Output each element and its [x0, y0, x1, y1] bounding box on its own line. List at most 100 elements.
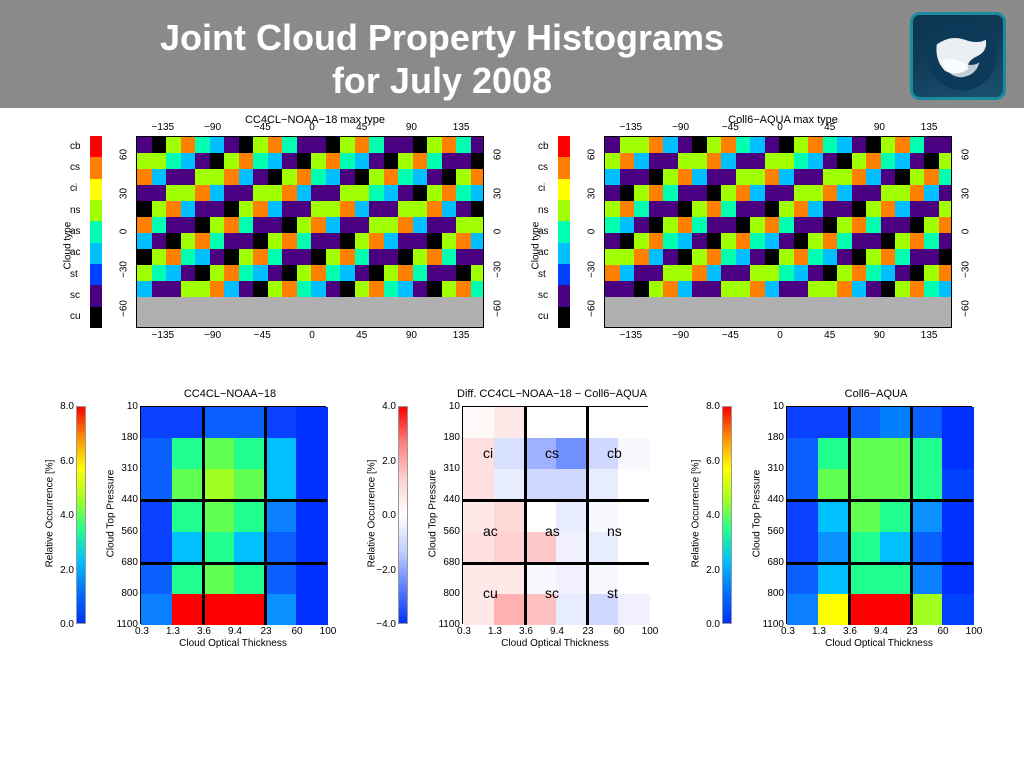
map-cell [866, 249, 881, 266]
map-cell [605, 233, 620, 250]
map-cell [268, 169, 283, 186]
map-cell [224, 153, 239, 170]
map-cell [881, 265, 896, 282]
hist-cell [618, 438, 650, 470]
grid-line [264, 407, 267, 625]
map-cell [939, 313, 953, 328]
lon-tick: 90 [397, 122, 425, 133]
colorbar-swatch [558, 136, 570, 157]
map-cell [678, 281, 693, 298]
hist-cell [849, 563, 881, 595]
map-cell [707, 281, 722, 298]
map-cell [268, 137, 283, 154]
map-cell [384, 153, 399, 170]
map-cell [779, 137, 794, 154]
map-cell [239, 249, 254, 266]
hist-cell [203, 407, 235, 439]
map-cell [678, 233, 693, 250]
lon-tick: 90 [865, 122, 893, 133]
hist-cell [141, 532, 173, 564]
map-cell [663, 153, 678, 170]
cell-label: cs [545, 445, 559, 461]
map-cell [663, 169, 678, 186]
map-cell [195, 233, 210, 250]
hist-cell [172, 438, 204, 470]
map-cell [413, 217, 428, 234]
map-cell [750, 265, 765, 282]
map-cell [340, 217, 355, 234]
map-cell [152, 297, 167, 314]
map-cell [736, 153, 751, 170]
lon-tick: −135 [617, 122, 645, 133]
hist-cell [172, 594, 204, 626]
map-cell [765, 217, 780, 234]
map-cell [210, 169, 225, 186]
map-cell [779, 265, 794, 282]
map-cell [311, 185, 326, 202]
map-cell [605, 313, 620, 328]
map-cell [224, 201, 239, 218]
map-cell [471, 185, 485, 202]
map-cell [605, 281, 620, 298]
map-cell [181, 313, 196, 328]
map-cell [910, 249, 925, 266]
hist-cell [234, 469, 266, 501]
map-cell [750, 313, 765, 328]
map-cell [456, 313, 471, 328]
map-cell [442, 201, 457, 218]
map-cell [311, 313, 326, 328]
hist-cell [203, 469, 235, 501]
map-cell [456, 169, 471, 186]
map-cell [442, 233, 457, 250]
cloudtype-tick: st [538, 269, 546, 280]
map-cell [837, 137, 852, 154]
ytick: 680 [760, 557, 784, 568]
lon-tick: −135 [149, 330, 177, 341]
map-cell [239, 217, 254, 234]
hist-cell [556, 563, 588, 595]
lon-tick: −90 [667, 122, 695, 133]
map-cell [707, 313, 722, 328]
ytick: 310 [114, 463, 138, 474]
map-cell [195, 281, 210, 298]
hist-cell [880, 532, 912, 564]
lat-tick: 60 [493, 143, 504, 167]
map-cell [837, 313, 852, 328]
map-cell [166, 297, 181, 314]
map-cell [910, 313, 925, 328]
hist-cell [296, 438, 328, 470]
map-cell [808, 281, 823, 298]
ytick: 560 [760, 526, 784, 537]
lat-tick: 0 [587, 220, 598, 244]
hist-cell [494, 500, 526, 532]
map-cell [808, 185, 823, 202]
map-cell [471, 153, 485, 170]
map-cell [837, 297, 852, 314]
map-cell [340, 297, 355, 314]
map-cell [253, 153, 268, 170]
map-cell [634, 137, 649, 154]
hist-cell [849, 438, 881, 470]
map-cell [692, 185, 707, 202]
map-cell [427, 169, 442, 186]
map-cell [210, 153, 225, 170]
grid-line [586, 407, 589, 625]
cloudtype-tick: cu [538, 311, 549, 322]
map-cell [852, 313, 867, 328]
map-cell [181, 297, 196, 314]
cloudtype-axis-label-right: Cloud type [531, 190, 542, 270]
map-cell [649, 153, 664, 170]
hist-cell [911, 594, 943, 626]
map-cell [297, 217, 312, 234]
map-cell [852, 265, 867, 282]
map-cell [210, 137, 225, 154]
map-cell [355, 265, 370, 282]
map-cell [721, 233, 736, 250]
map-cell [239, 201, 254, 218]
map-cell [736, 249, 751, 266]
map-cell [634, 169, 649, 186]
map-cell [605, 169, 620, 186]
map-cell [369, 217, 384, 234]
grid-line [910, 407, 913, 625]
hist-colorbar [398, 406, 408, 624]
